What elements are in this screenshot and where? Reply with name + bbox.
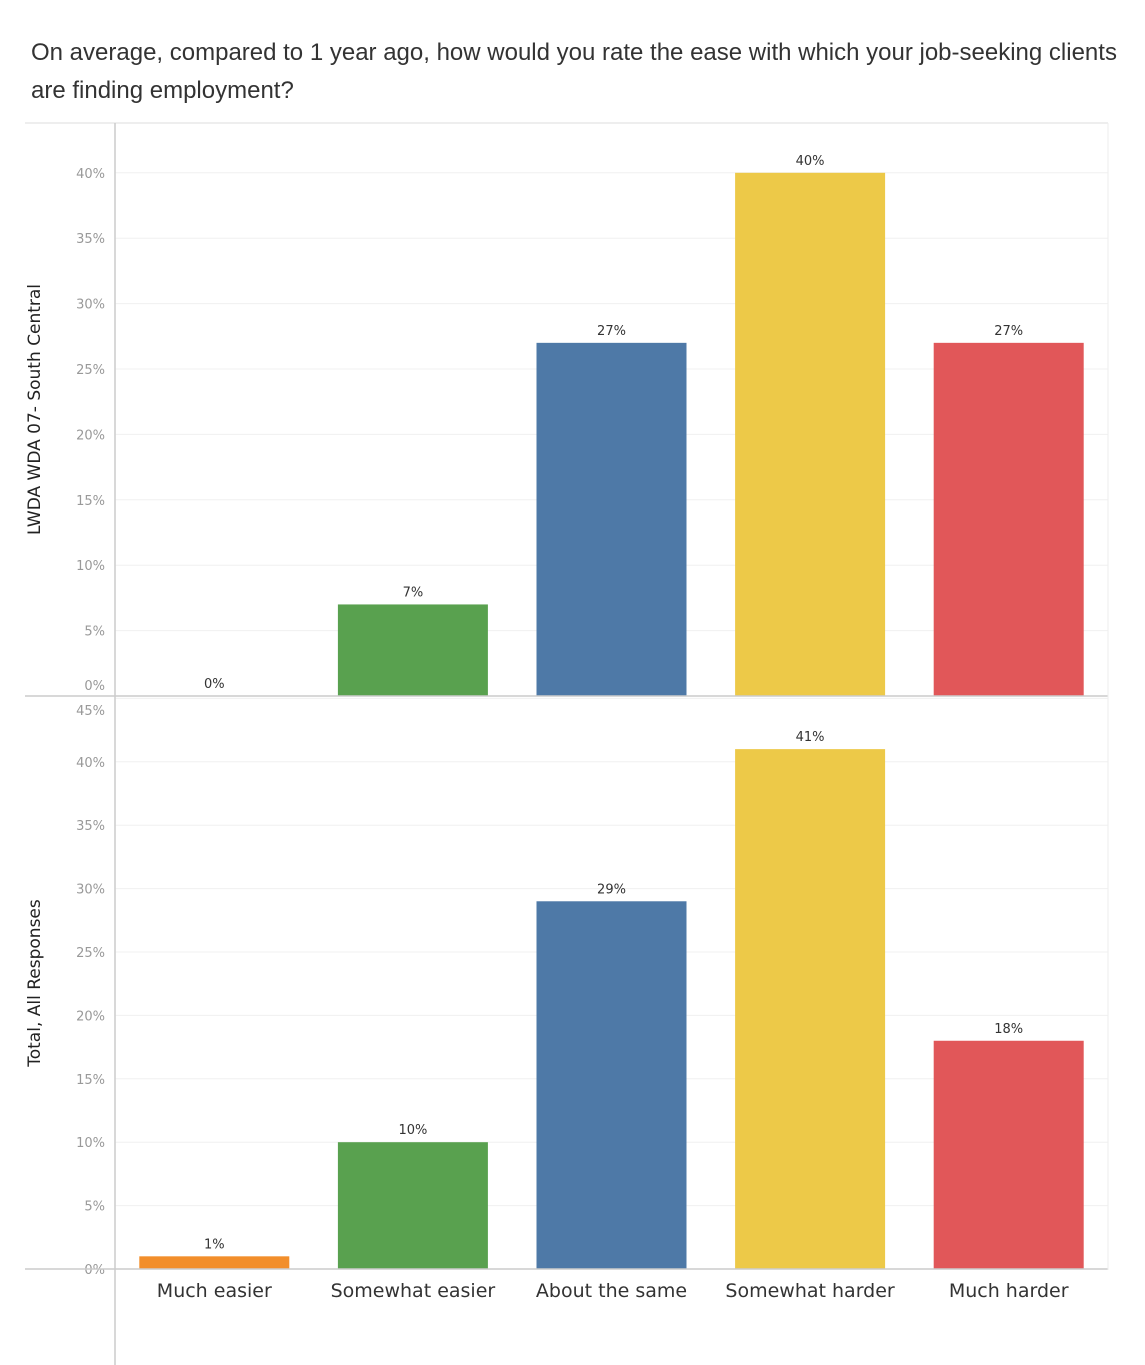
y-tick-label: 0% xyxy=(84,679,105,694)
y-tick-label: 5% xyxy=(84,625,105,640)
data-label: 41% xyxy=(796,730,825,745)
y-tick-label: 40% xyxy=(76,167,105,182)
y-tick-label: 15% xyxy=(76,1073,105,1088)
y-tick-label: 20% xyxy=(76,428,105,443)
y-tick-label: 15% xyxy=(76,494,105,509)
y-tick-label: 5% xyxy=(84,1200,105,1215)
y-axis-title: LWDA WDA 07- South Central xyxy=(25,284,45,535)
bar-somewhat-easier xyxy=(337,604,488,696)
y-tick-label: 40% xyxy=(76,756,105,771)
x-tick-label: Much harder xyxy=(949,1280,1069,1302)
data-label: 10% xyxy=(398,1123,427,1138)
y-tick-label: 45% xyxy=(76,704,105,719)
x-tick-label: Somewhat easier xyxy=(331,1280,496,1302)
y-tick-label: 35% xyxy=(76,232,105,247)
y-tick-label: 10% xyxy=(76,559,105,574)
bar-somewhat-harder xyxy=(735,172,886,697)
y-tick-label: 10% xyxy=(76,1136,105,1151)
y-tick-label: 30% xyxy=(76,883,105,898)
data-label: 40% xyxy=(796,154,825,169)
y-tick-label: 25% xyxy=(76,946,105,961)
bar-much-harder xyxy=(933,342,1084,696)
data-label: 7% xyxy=(403,585,424,600)
bar-much-harder xyxy=(933,1040,1084,1269)
data-label: 27% xyxy=(994,324,1023,339)
data-label: 27% xyxy=(597,324,626,339)
chart-title: On average, compared to 1 year ago, how … xyxy=(31,39,1117,104)
x-tick-label: Much easier xyxy=(157,1280,272,1302)
bar-somewhat-easier xyxy=(337,1142,488,1269)
y-tick-label: 35% xyxy=(76,819,105,834)
y-tick-label: 20% xyxy=(76,1009,105,1024)
bar-about-the-same xyxy=(536,901,687,1269)
x-tick-label: About the same xyxy=(536,1280,687,1302)
x-tick-label: Somewhat harder xyxy=(725,1280,895,1302)
data-label: 18% xyxy=(994,1022,1023,1037)
data-label: 1% xyxy=(204,1237,225,1252)
y-tick-label: 30% xyxy=(76,298,105,313)
data-label: 29% xyxy=(597,882,626,897)
y-axis-title: Total, All Responses xyxy=(25,899,45,1068)
y-tick-label: 0% xyxy=(84,1263,105,1278)
bar-somewhat-harder xyxy=(735,749,886,1269)
y-tick-label: 25% xyxy=(76,363,105,378)
bar-much-easier xyxy=(139,1256,290,1269)
bar-about-the-same xyxy=(536,342,687,696)
data-label: 0% xyxy=(204,677,225,692)
